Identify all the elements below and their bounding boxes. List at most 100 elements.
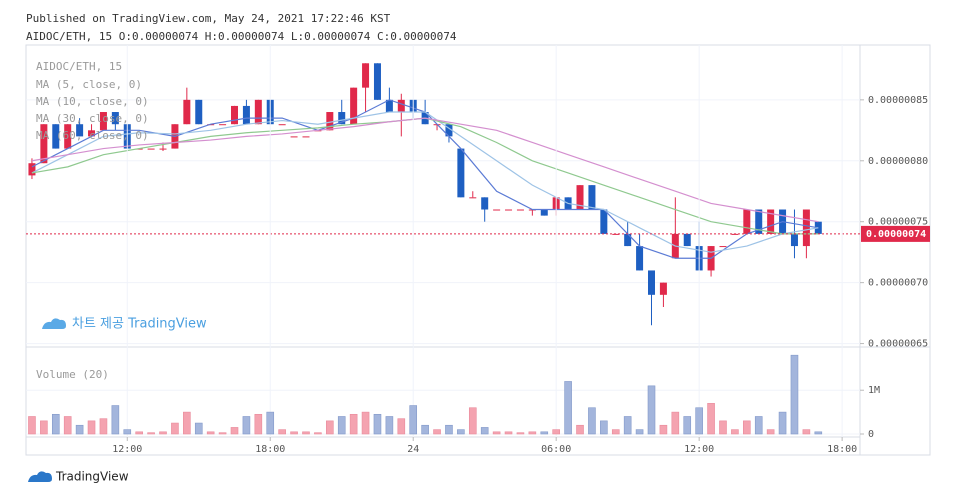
volume-bar (516, 432, 525, 435)
footer-logo-icon (28, 471, 52, 482)
volume-bar (778, 411, 787, 435)
candle-body (683, 233, 691, 247)
footer: TradingView (28, 470, 129, 484)
volume-bar (242, 416, 251, 435)
candle-body (76, 124, 84, 137)
ma-line (31, 117, 819, 223)
y-tick-label: 0.00000070 (868, 278, 928, 289)
volume-bar (743, 420, 751, 435)
volume-bar (183, 411, 191, 435)
candle-body (385, 99, 393, 113)
volume-bar (540, 431, 549, 435)
candle-body (767, 209, 775, 234)
volume-bar (564, 381, 572, 435)
footer-logo: TradingView (55, 470, 129, 484)
volume-bar (552, 429, 560, 435)
volume-bar (40, 420, 48, 435)
volume-bar (576, 424, 584, 435)
candle-body (195, 99, 203, 125)
volume-bar (278, 429, 286, 435)
candle-body (147, 148, 155, 150)
candle-body (111, 112, 119, 125)
volume-bar (802, 429, 811, 435)
y-tick-label: 0.00000085 (868, 95, 928, 106)
candle-body (326, 112, 334, 131)
volume-bar (409, 405, 418, 435)
pane-title: Volume (20) (36, 368, 109, 381)
volume-bar (600, 420, 608, 435)
volume-bar (135, 431, 143, 435)
volume-bar (445, 424, 453, 435)
volume-bar (707, 403, 715, 435)
volume-bar (266, 411, 275, 435)
volume-bar (99, 418, 108, 435)
frame (25, 44, 931, 456)
candle-body (64, 124, 72, 149)
volume-bar (790, 354, 799, 435)
y-tick-label: 0.00000065 (868, 339, 928, 350)
volume-bar (814, 431, 823, 435)
candle-body (743, 209, 751, 234)
candle-body (636, 246, 644, 271)
candle-body (52, 124, 60, 149)
volume-bar (695, 407, 703, 435)
volume-bar (528, 431, 537, 435)
candle-body (373, 63, 381, 100)
volume-bar (635, 429, 644, 435)
candle-body (231, 105, 238, 125)
y-tick-label: 0.00000075 (868, 217, 928, 228)
volume-bar (504, 431, 513, 435)
legend-entry: MA (5, close, 0) (36, 78, 142, 91)
volume-bar (290, 431, 298, 435)
candle-body (516, 209, 524, 211)
volume-bar (647, 385, 656, 435)
x-tick-label: 12:00 (112, 444, 142, 455)
volume-bar (766, 429, 775, 435)
volume-bar (719, 420, 727, 435)
volume-bar (397, 418, 406, 435)
volume-bar (623, 416, 632, 435)
ma-line (31, 111, 819, 253)
candle-body (790, 233, 798, 247)
pane-title: AIDOC/ETH, 15 (36, 60, 122, 73)
volume-bar (194, 422, 203, 435)
volume-bar (361, 411, 370, 435)
volume-bar (28, 416, 36, 435)
volume-bar (302, 431, 310, 435)
candle-body (290, 136, 298, 138)
volume-bar (671, 411, 680, 435)
candle-body (254, 99, 262, 125)
y-tick-label: 1M (868, 385, 880, 396)
candle-body (40, 124, 48, 164)
candle-body (469, 197, 477, 199)
candle-body (445, 124, 453, 137)
y-tick-label: 0.00000080 (868, 156, 928, 167)
volume-bar (349, 413, 358, 435)
volume-bar (63, 416, 72, 435)
volume-bar (492, 431, 501, 435)
candle-body (719, 246, 727, 248)
volume-bar (326, 420, 334, 435)
candle-body (338, 112, 346, 125)
volume-bar (123, 429, 132, 435)
ma-line (31, 117, 819, 235)
volume-bar (111, 405, 120, 435)
candle-body (99, 112, 107, 131)
candle-body (278, 124, 286, 126)
candle-body (576, 185, 584, 210)
watermark-text: 차트 제공 TradingView (72, 317, 207, 332)
candle-body (183, 99, 191, 125)
last-price-box (861, 225, 930, 242)
watermark-logo (42, 318, 66, 329)
x-tick-label: 12:00 (684, 444, 714, 455)
volume-bar (147, 432, 155, 435)
volume-bar (731, 429, 739, 435)
candle-body (624, 233, 632, 247)
volume-bar (159, 431, 167, 435)
candle-body (88, 130, 96, 137)
volume-bar (171, 422, 179, 435)
candle-body (219, 124, 227, 126)
volume-bar (254, 413, 263, 435)
volume-bar (683, 416, 692, 435)
